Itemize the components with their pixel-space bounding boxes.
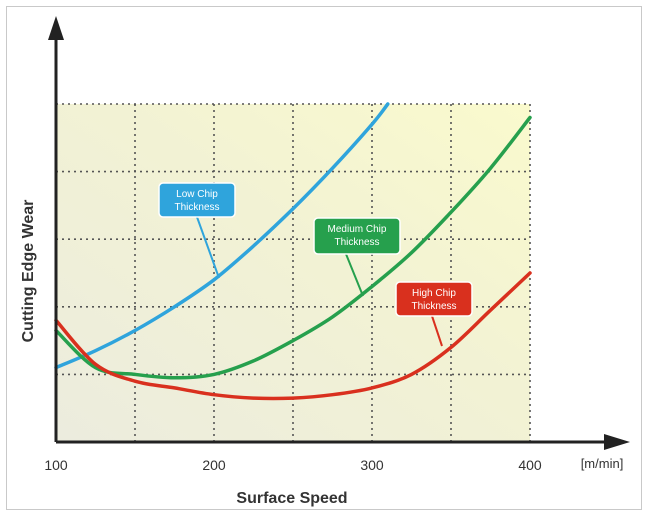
x-tick-labels: 100 200 300 400 [44, 457, 542, 473]
low-chip-curve [54, 102, 390, 370]
low-chip-label-box [158, 182, 236, 218]
medium-chip-label-leader [345, 253, 364, 297]
series-labels: Low Chip Thickness Medium Chip Thickness Hig… [158, 182, 473, 347]
high-chip-label-box [395, 281, 473, 317]
y-axis-arrow [48, 16, 64, 40]
curves [54, 102, 532, 401]
medium-chip-curve [54, 115, 532, 380]
medium-chip-label-text: Thickness [334, 237, 379, 248]
x-axis-title: Surface Speed [236, 490, 347, 507]
low-chip-label-text: Thickness [174, 202, 219, 213]
x-tick-label: 400 [518, 457, 542, 473]
x-unit-label: [m/min] [581, 456, 624, 471]
x-axis-arrow [604, 434, 630, 450]
high-chip-label-text: High Chip [412, 288, 456, 299]
x-tick-label: 300 [360, 457, 384, 473]
y-axis-title: Cutting Edge Wear [20, 200, 37, 343]
x-tick-label: 200 [202, 457, 226, 473]
high-chip-label-text: Thickness [411, 301, 456, 312]
low-chip-label-text: Low Chip [176, 189, 218, 200]
x-tick-label: 100 [44, 457, 68, 473]
low-chip-label-leader [196, 216, 220, 279]
medium-chip-label-box [313, 217, 401, 255]
high-chip-label-leader [431, 315, 443, 347]
high-chip-curve [54, 271, 532, 401]
medium-chip-label-text: Medium Chip [328, 224, 387, 235]
